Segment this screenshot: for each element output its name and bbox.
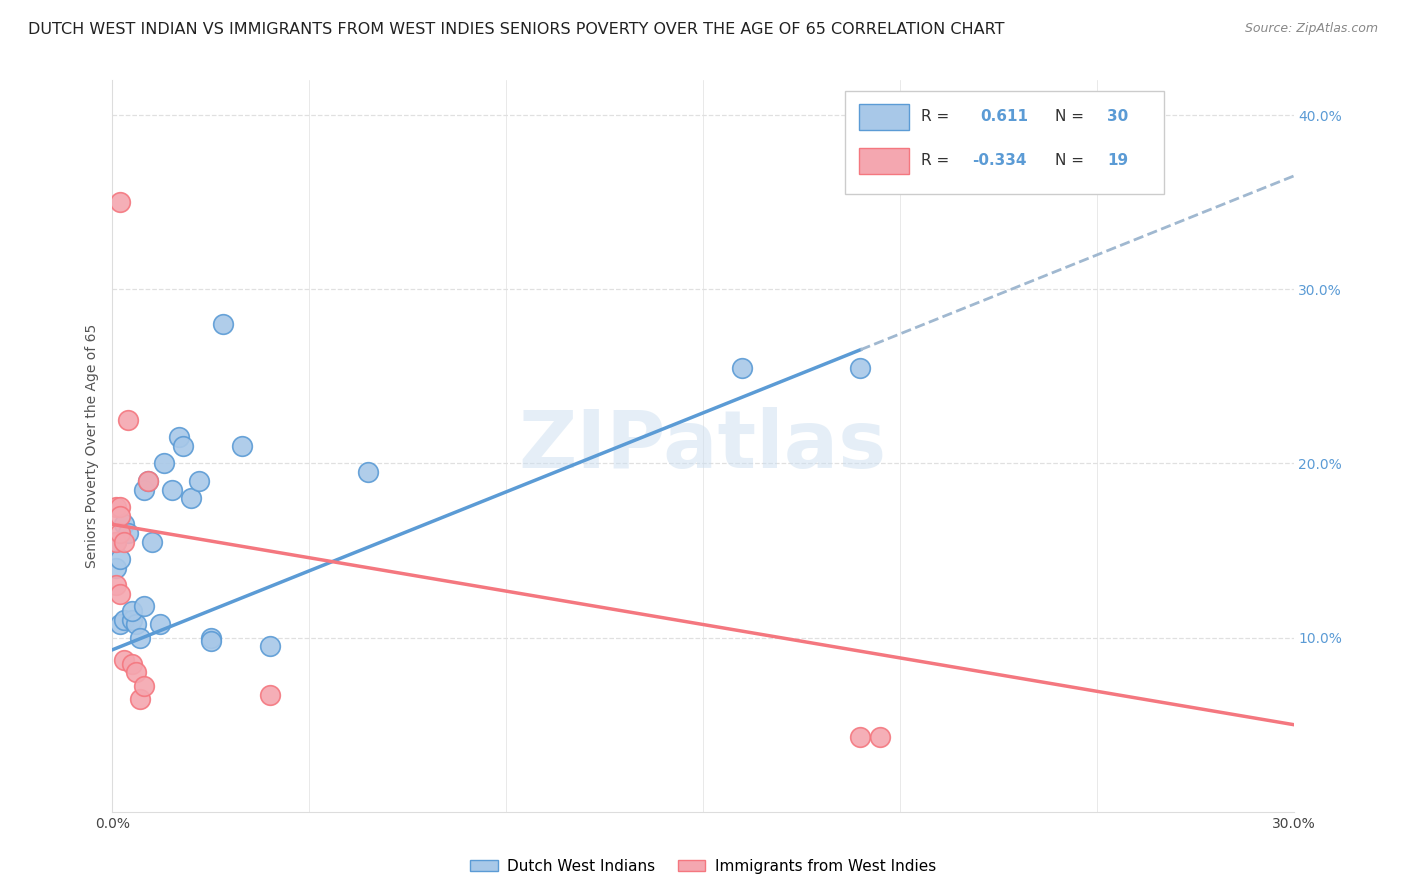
Point [141,534,163,549]
Point [200,634,222,648]
Point [112,613,135,627]
Point [731,360,754,375]
Point [117,413,139,427]
Text: Source: ZipAtlas.com: Source: ZipAtlas.com [1244,22,1378,36]
Point [132,483,155,497]
Point [211,317,233,331]
Point [110,195,132,210]
Point [112,517,135,532]
Point [357,465,380,479]
Point [259,640,281,654]
Point [149,616,172,631]
Text: -0.334: -0.334 [973,153,1026,169]
Point [110,587,132,601]
Text: 30: 30 [1107,110,1128,124]
Point [180,491,202,506]
Point [110,526,132,541]
Point [105,500,128,514]
Point [125,665,148,680]
Point [160,483,183,497]
Text: DUTCH WEST INDIAN VS IMMIGRANTS FROM WEST INDIES SENIORS POVERTY OVER THE AGE OF: DUTCH WEST INDIAN VS IMMIGRANTS FROM WES… [28,22,1005,37]
Legend: Dutch West Indians, Immigrants from West Indies: Dutch West Indians, Immigrants from West… [464,853,942,880]
Text: 0.611: 0.611 [980,110,1029,124]
Point [129,631,152,645]
Point [172,439,194,453]
Point [869,730,891,744]
Point [259,688,281,702]
Point [231,439,253,453]
Point [105,534,128,549]
Point [152,457,174,471]
Text: R =: R = [921,110,949,124]
Point [169,430,191,444]
Point [105,534,128,549]
Point [121,604,143,618]
Point [105,578,128,592]
Point [129,691,152,706]
Point [105,561,128,575]
Point [849,730,872,744]
Point [849,360,872,375]
Point [136,474,159,488]
Point [188,474,211,488]
Point [112,534,135,549]
Point [110,616,132,631]
Point [132,599,155,614]
Point [112,653,135,667]
Point [132,679,155,693]
Text: 19: 19 [1107,153,1128,169]
Point [200,631,222,645]
Point [110,552,132,566]
Point [136,474,159,488]
Text: R =: R = [921,153,949,169]
FancyBboxPatch shape [845,91,1164,194]
Y-axis label: Seniors Poverty Over the Age of 65: Seniors Poverty Over the Age of 65 [86,324,100,568]
Point [117,526,139,541]
Point [110,508,132,523]
Point [125,616,148,631]
FancyBboxPatch shape [859,103,908,130]
Text: N =: N = [1054,110,1084,124]
Text: N =: N = [1054,153,1084,169]
Point [110,500,132,514]
FancyBboxPatch shape [859,147,908,174]
Text: ZIPatlas: ZIPatlas [519,407,887,485]
Point [121,613,143,627]
Point [121,657,143,671]
